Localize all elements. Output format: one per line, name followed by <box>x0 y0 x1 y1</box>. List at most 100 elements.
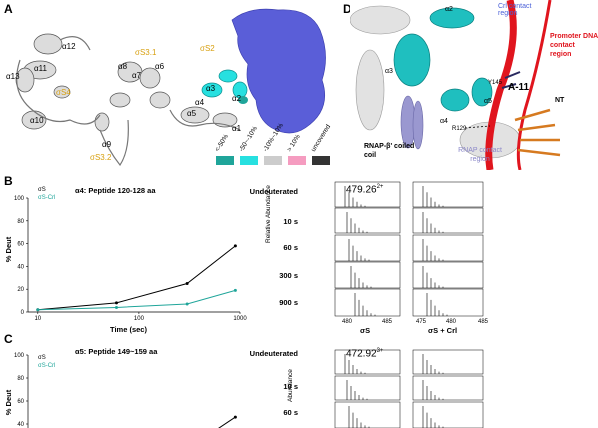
chart-b-series-1-point-0 <box>36 308 40 312</box>
chart-b-legend-sigma-crl: σS-Crl <box>38 195 56 201</box>
crl-surface <box>231 8 326 134</box>
chart-b-xlabel: Time (sec) <box>110 325 147 334</box>
label-a11: α11 <box>34 64 47 73</box>
ms-b-cond-0: Undeuterated <box>249 187 298 196</box>
ms-b-sigma-4-frame <box>334 288 401 317</box>
ms-c-cond-1: 10 s <box>283 382 298 391</box>
ms-c-crl-2-frame <box>412 401 484 428</box>
ms-c-sigma-0-frame <box>334 349 401 375</box>
label-a10: α10 <box>30 116 44 125</box>
chart-b-series-0-point-1 <box>114 301 118 305</box>
label-s2: σS2 <box>200 44 215 53</box>
label-a3: α3 <box>206 84 216 93</box>
ms-c-ylabel: Abundance <box>287 369 294 402</box>
d-label-a5: α5 <box>484 98 492 105</box>
helix-a12 <box>33 33 63 55</box>
chart-c-ytick-label-1: 60 <box>17 399 24 405</box>
ms-b-sigma-3-frame <box>334 261 401 289</box>
panel-b-letter: B <box>4 174 13 188</box>
d-label-crl-contact: Crl contact region <box>498 3 532 17</box>
label-s4: σS4 <box>56 88 71 97</box>
ms-c-crl-1-frame <box>412 375 484 401</box>
chart-b-ytick-label-1: 20 <box>17 287 24 293</box>
ms-b-cond-2: 60 s <box>283 243 298 252</box>
legend-swatch-2 <box>240 156 258 165</box>
ms-b-tick-0: 480 <box>342 319 353 325</box>
label-a13: α13 <box>6 72 20 81</box>
ms-b-cond-4: 900 s <box>279 298 298 307</box>
chart-c-legend-sigma-crl: σS-Crl <box>38 363 56 369</box>
chart-b-series-1-point-1 <box>114 305 118 309</box>
panel-a-letter: A <box>4 2 13 16</box>
ms-b-sigma-1-frame <box>334 207 401 234</box>
helix-a13 <box>15 67 35 93</box>
label-a2: α2 <box>232 94 242 103</box>
ms-c-crl-0-frame <box>412 349 484 375</box>
chart-b-xtick-label-1: 100 <box>134 316 145 322</box>
ms-b-tick-2: 475 <box>416 319 427 325</box>
ms-b-peak: 479.262+ <box>346 184 384 196</box>
label-a5: α5 <box>187 109 197 118</box>
ms-c-sigma-1-frame <box>334 375 401 401</box>
d-label-y145: Y145 <box>488 80 503 86</box>
panel-d-structure <box>350 0 598 170</box>
chart-c-title: α5: Peptide 149~159 aa <box>75 347 158 356</box>
chart-b-ytick-label-5: 100 <box>14 196 25 202</box>
chart-b-ytick-label-3: 60 <box>17 242 24 248</box>
ms-c-cond-2: 60 s <box>283 408 298 417</box>
ms-c-cond-0: Undeuterated <box>249 349 298 358</box>
chart-b-title: α4: Peptide 120-128 aa <box>75 186 156 195</box>
d-label-a2: α2 <box>445 6 453 13</box>
chart-c-ytick-label-2: 80 <box>17 376 24 382</box>
chart-c-ytick-label-0: 40 <box>17 422 24 428</box>
chart-b-ytick-label-4: 80 <box>17 219 24 225</box>
legend-swatch-1 <box>216 156 234 165</box>
chart-b-series-0-line <box>37 245 236 311</box>
chart-b-legend-sigma: σS <box>38 187 46 193</box>
d-label-promoter: Promoter DNA contact region <box>550 33 598 58</box>
panel-d-letter: D <box>343 2 352 16</box>
d-label-rnap-beta: RNAP-β' coiled coil <box>364 143 415 159</box>
ms-b-crl-0-frame <box>412 181 484 208</box>
ms-b-tick-3: 480 <box>446 319 457 325</box>
chart-b-series-1-point-3 <box>233 288 237 292</box>
label-a8: α8 <box>118 62 128 71</box>
label-a6: α6 <box>155 62 165 71</box>
chart-b-series-1-point-2 <box>185 302 189 306</box>
ms-b-crl-4-frame <box>412 288 484 317</box>
chart-c-ytick-label-3: 100 <box>14 353 25 359</box>
chart-b-series-0-point-3 <box>233 244 237 248</box>
protection-legend: <-50% -50~-10% -10%~10% > 10% uncovered <box>214 122 340 168</box>
chart-b-ytick-label-2: 40 <box>17 264 24 270</box>
ms-b-sigma-0-frame <box>334 181 401 208</box>
label-a1: α1 <box>232 124 242 133</box>
label-a4: α4 <box>195 98 205 107</box>
chart-c-legend-sigma: σS <box>38 355 46 361</box>
chart-b-series-0-point-2 <box>185 282 189 285</box>
chart-c-ylabel: % Deut <box>4 389 14 416</box>
d-label-r129: R129 <box>452 126 467 132</box>
ms-c-sigma-2-frame <box>334 401 401 428</box>
crl-label: Crl <box>308 38 324 50</box>
panel-c-letter: C <box>4 332 13 346</box>
chart-b-ytick-label-0: 0 <box>21 310 25 316</box>
label-a12: α12 <box>62 42 76 51</box>
d-label-a4: α4 <box>440 118 448 125</box>
panel-a-structure <box>15 8 326 167</box>
label-s32: σS3.2 <box>90 153 112 162</box>
chart-b-xtick-label-0: 10 <box>34 316 41 322</box>
ms-b-xlabel-1: σS + Crl <box>428 326 458 335</box>
chart-b-series-1-line <box>37 289 236 311</box>
d-label-a3: α3 <box>385 68 393 75</box>
label-s31: σS3.1 <box>135 48 157 57</box>
ms-b-crl-3-frame <box>412 261 484 289</box>
label-a9: α9 <box>102 140 112 149</box>
ms-c-peak: 472.923+ <box>346 348 384 360</box>
legend-swatch-4 <box>288 156 306 165</box>
label-a7: α7 <box>132 71 142 80</box>
ms-b-crl-2-frame <box>412 234 484 262</box>
d-label-a11: A-11 <box>508 82 530 93</box>
d-label-rnap-contact: RNAP contact region <box>458 147 502 163</box>
chart-c-series-0-point-0 <box>233 415 237 419</box>
